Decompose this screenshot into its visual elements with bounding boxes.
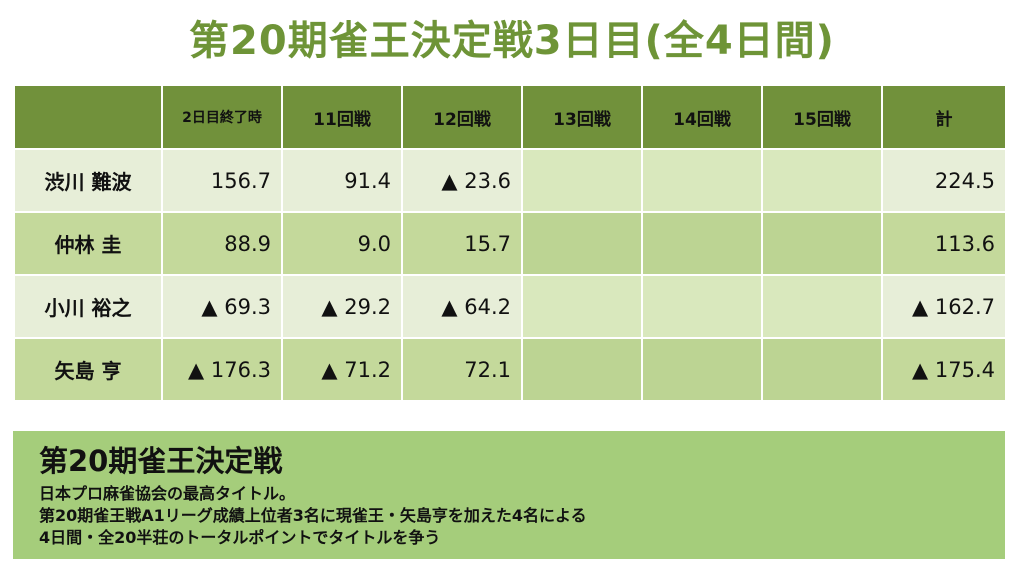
player-name: 小川 裕之	[13, 274, 163, 339]
player-name: 矢島 亨	[13, 337, 163, 402]
table-row: 小川 裕之 ▲ 69.3 ▲ 29.2 ▲ 64.2 ▲ 162.7	[13, 274, 1007, 339]
header-round-11: 11回戦	[281, 84, 403, 150]
score-cell: ▲ 69.3	[161, 274, 283, 339]
header-row: 2日目終了時 11回戦 12回戦 13回戦 14回戦 15回戦 計	[13, 84, 1007, 150]
player-name: 渋川 難波	[13, 148, 163, 213]
score-cell	[641, 148, 763, 213]
score-cell	[521, 211, 643, 276]
score-cell	[641, 211, 763, 276]
score-cell	[761, 211, 883, 276]
info-line: 4日間・全20半荘のトータルポイントでタイトルを争う	[39, 528, 441, 547]
score-cell: 156.7	[161, 148, 283, 213]
score-cell	[641, 337, 763, 402]
header-player	[13, 84, 163, 150]
table-row: 仲林 圭 88.9 9.0 15.7 113.6	[13, 211, 1007, 276]
score-cell	[521, 337, 643, 402]
table-row: 矢島 亨 ▲ 176.3 ▲ 71.2 72.1 ▲ 175.4	[13, 337, 1007, 402]
score-cell: ▲ 176.3	[161, 337, 283, 402]
score-cell	[521, 148, 643, 213]
header-total: 計	[881, 84, 1007, 150]
score-cell	[641, 274, 763, 339]
total-cell: 113.6	[881, 211, 1007, 276]
score-cell	[521, 274, 643, 339]
info-box: 第20期雀王決定戦 日本プロ麻雀協会の最高タイトル。 第20期雀王戦A1リーグ成…	[13, 431, 1005, 559]
score-cell	[761, 274, 883, 339]
info-line: 第20期雀王戦A1リーグ成績上位者3名に現雀王・矢島亨を加えた4名による	[39, 506, 587, 525]
player-name: 仲林 圭	[13, 211, 163, 276]
header-day2-total: 2日目終了時	[161, 84, 283, 150]
total-cell: ▲ 175.4	[881, 337, 1007, 402]
header-round-15: 15回戦	[761, 84, 883, 150]
info-title: 第20期雀王決定戦	[39, 444, 283, 478]
score-cell	[761, 337, 883, 402]
total-cell: 224.5	[881, 148, 1007, 213]
score-cell	[761, 148, 883, 213]
header-round-14: 14回戦	[641, 84, 763, 150]
info-line: 日本プロ麻雀協会の最高タイトル。	[39, 484, 296, 503]
score-cell: ▲ 71.2	[281, 337, 403, 402]
header-round-13: 13回戦	[521, 84, 643, 150]
score-cell: 91.4	[281, 148, 403, 213]
header-round-12: 12回戦	[401, 84, 523, 150]
score-cell: ▲ 64.2	[401, 274, 523, 339]
score-cell: 15.7	[401, 211, 523, 276]
score-cell: 9.0	[281, 211, 403, 276]
score-cell: ▲ 23.6	[401, 148, 523, 213]
score-cell: 72.1	[401, 337, 523, 402]
score-table: 2日目終了時 11回戦 12回戦 13回戦 14回戦 15回戦 計 渋川 難波 …	[13, 84, 1007, 402]
total-cell: ▲ 162.7	[881, 274, 1007, 339]
table-row: 渋川 難波 156.7 91.4 ▲ 23.6 224.5	[13, 148, 1007, 213]
score-cell: 88.9	[161, 211, 283, 276]
score-cell: ▲ 29.2	[281, 274, 403, 339]
page-title: 第20期雀王決定戦3日目(全4日間)	[189, 18, 835, 64]
